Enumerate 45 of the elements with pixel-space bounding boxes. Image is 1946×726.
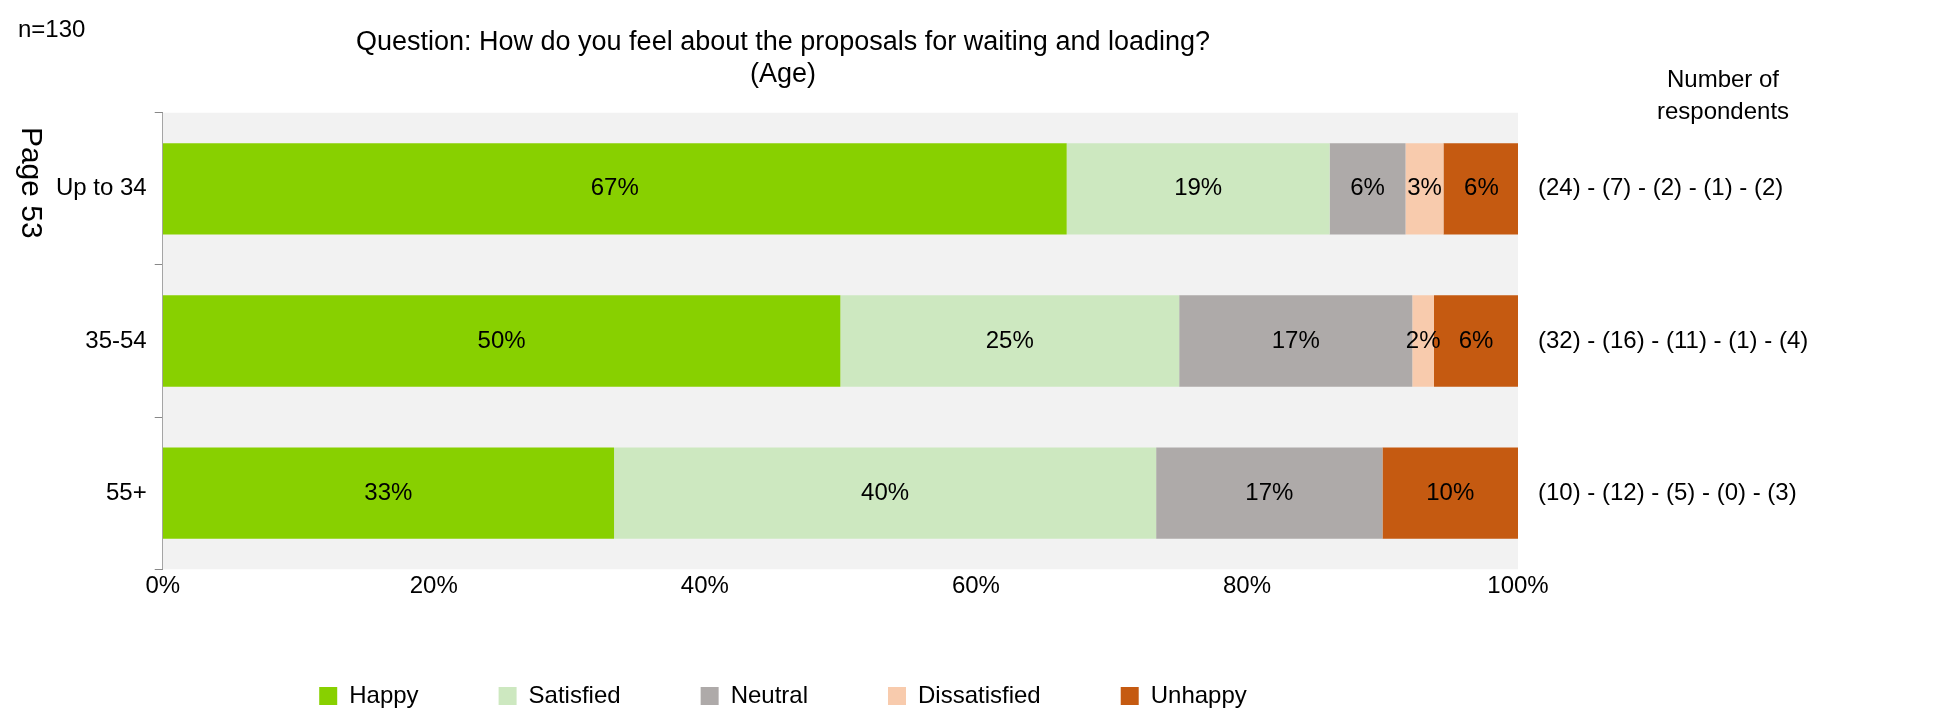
x-tick-label: 80% [1222,571,1271,599]
x-tick-label: 0% [145,571,181,599]
bar [1156,447,1383,539]
bar [162,143,1067,235]
legend-label: Dissatisfied [918,680,1041,708]
x-tick-label: 100% [1487,571,1549,599]
data-label: 67% [590,173,639,201]
y-tick-label: 35-54 [85,325,147,353]
bar [1382,447,1518,539]
legend-label: Unhappy [1150,680,1247,708]
data-label: 6% [1350,173,1385,201]
data-label: 19% [1174,173,1223,201]
bar [1443,143,1518,235]
bar [162,295,841,387]
text: (24) - (7) - (2) - (1) - (2) [1538,173,1784,201]
chart-title: Question: How do you feel about the proposals for waiting and loading? (Age) [355,25,1211,89]
bar [162,447,615,539]
data-label: 40% [861,477,910,505]
text: Number of respondents [1656,64,1790,124]
data-label: 6% [1458,325,1494,353]
legend-label: Neutral [730,680,809,708]
data-label: 33% [364,477,413,505]
text: (10) - (12) - (5) - (0) - (3) [1538,477,1797,505]
bar [1329,143,1406,235]
data-label: 25% [985,325,1034,353]
x-tick-label: 40% [680,571,729,599]
text: Page 53 [15,126,49,239]
y-tick-label: Up to 34 [55,173,147,201]
x-tick-label: 60% [951,571,1000,599]
bar [1066,143,1330,235]
legend-label: Happy [349,680,419,708]
y-tick-label: 55+ [106,477,147,505]
x-tick-label: 20% [409,571,458,599]
data-label: 10% [1426,477,1475,505]
legend-label: Satisfied [528,680,621,708]
bar [1405,143,1444,235]
data-label: 17% [1245,477,1294,505]
bar [840,295,1180,387]
data-label: 50% [477,325,526,353]
data-label: 6% [1464,173,1499,201]
data-label: 3% [1407,173,1442,201]
data-label: 17% [1271,325,1320,353]
text: (32) - (16) - (11) - (1) - (4) [1538,325,1809,353]
bar [614,447,1157,539]
text: n=130 [18,14,86,42]
